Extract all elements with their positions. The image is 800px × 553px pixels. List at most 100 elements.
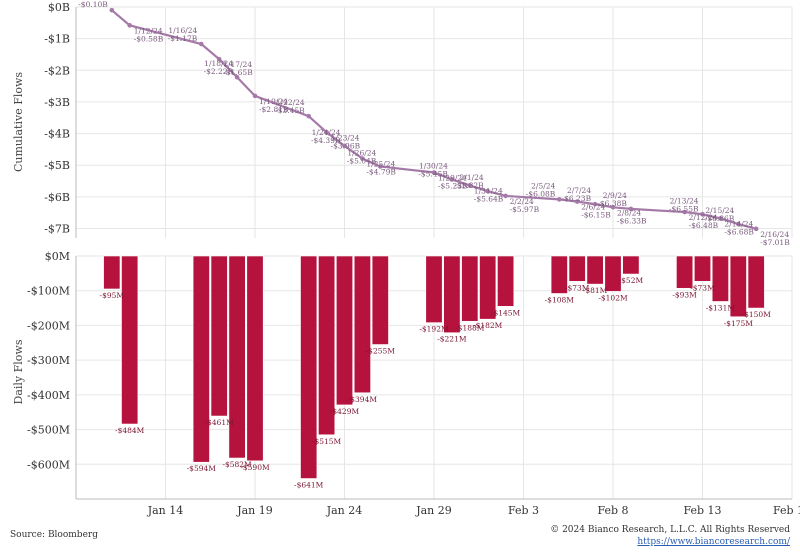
daily-y-tick-label: -$500M [27, 424, 70, 437]
bar [676, 255, 694, 289]
cumulative-point [252, 93, 258, 99]
bar [103, 255, 121, 290]
cumulative-point [324, 130, 329, 135]
bar-value-label: -$221M [437, 335, 467, 344]
cumulative-y-tick-label: -$1B [44, 33, 70, 46]
bar [425, 255, 443, 323]
bar-layer [103, 255, 765, 479]
cumulative-point [449, 177, 455, 182]
point-value-label: -$5.97B [510, 205, 540, 214]
daily-y-tick-label: -$400M [27, 389, 70, 402]
point-value-label: -$5.64B [474, 194, 504, 203]
point-date-label: 1/30/24 [419, 161, 448, 170]
cumulative-point [557, 197, 562, 202]
bar-value-label: -$93M [672, 290, 697, 299]
cumulative-y-tick-label: -$3B [44, 96, 70, 109]
point-value-label: -$6.15B [581, 211, 611, 220]
bar [550, 255, 568, 294]
bar-value-label: -$182M [473, 321, 503, 330]
daily-y-tick-label: -$300M [27, 354, 70, 367]
bar-value-label: -$73M [565, 283, 590, 292]
cumulative-point [503, 193, 508, 199]
cumulative-y-tick-label: -$7B [44, 223, 70, 236]
point-value-label: -$5.82B [454, 181, 484, 190]
cumulative-point [610, 205, 616, 210]
point-date-label: 1/25/24 [366, 160, 395, 169]
bar-value-label: -$188M [455, 323, 485, 332]
cumulative-y-tick-label: -$5B [44, 159, 70, 172]
cumulative-point [127, 23, 132, 28]
cumulative-point [431, 170, 437, 175]
cumulative-point [753, 226, 759, 232]
point-value-label: -$5.23B [438, 181, 468, 190]
bar-value-label: -$255M [366, 347, 396, 356]
point-date-label: 2/1/24 [460, 173, 484, 182]
daily-y-tick-label: -$600M [27, 458, 70, 471]
point-value-label: -$3.45B [275, 106, 305, 115]
point-date-label: 1/16/24 [168, 26, 197, 35]
cumulative-point [109, 7, 115, 13]
point-date-label: 2/7/24 [567, 186, 591, 195]
bar-value-label: -$145M [491, 308, 521, 317]
x-tick-label: Jan 14 [147, 504, 184, 517]
point-value-label: -$6.86B [705, 214, 735, 223]
point-value-label: -$1.17B [168, 34, 198, 43]
bar-value-label: -$131M [706, 303, 736, 312]
bar [192, 255, 210, 463]
bar [353, 255, 371, 394]
bar-value-label: -$52M [619, 276, 644, 285]
x-tick-label: Feb 18 [773, 504, 800, 517]
website-link[interactable]: https://www.biancoresearch.com/ [637, 537, 790, 547]
bar [443, 255, 461, 334]
point-date-label: 2/13/24 [670, 196, 699, 205]
point-value-label: -$4.39B [311, 136, 341, 145]
cumulative-point [378, 164, 383, 169]
cumulative-point [360, 156, 365, 161]
point-value-label: -$6.23B [562, 194, 592, 203]
bar [693, 255, 711, 282]
cumulative-axis-title: Cumulative Flows [12, 72, 25, 172]
cumulative-point [234, 74, 240, 80]
point-date-label: 2/6/24 [581, 203, 605, 212]
point-date-label: 1/29/24 [438, 173, 467, 182]
point-date-label: 1/12/24 [134, 26, 163, 35]
point-date-label: 1/17/24 [223, 60, 252, 69]
cumulative-y-tick-label: $0B [48, 1, 70, 14]
point-date-label: 2/14/24 [724, 219, 753, 228]
bar [335, 255, 353, 406]
point-date-label: 1/26/24 [347, 148, 376, 157]
x-tick-label: Jan 29 [415, 504, 452, 517]
point-value-label: -$6.68B [724, 227, 754, 236]
point-date-label: 1/11/24 [79, 0, 108, 1]
x-tick-label: Jan 19 [236, 504, 273, 517]
bar-value-label: -$429M [330, 407, 360, 416]
point-date-label: 2/15/24 [705, 206, 734, 215]
x-tick-label: Feb 3 [508, 504, 539, 517]
bar-value-label: -$461M [205, 418, 235, 427]
point-date-label: 2/8/24 [617, 208, 641, 217]
bar [622, 255, 640, 275]
bar-value-label: -$590M [240, 463, 270, 472]
cumulative-y-tick-label: -$6B [44, 191, 70, 204]
bar [371, 255, 389, 345]
cumulative-point [736, 221, 741, 227]
bar-value-label: -$641M [294, 481, 324, 490]
point-value-label: -$1.65B [223, 68, 253, 77]
point-value-label: -$5.04B [347, 156, 377, 165]
bar-value-label: -$73M [690, 283, 715, 292]
bar-value-label: -$150M [742, 310, 772, 319]
point-value-label: -$4.79B [366, 168, 396, 177]
cumulative-point [485, 188, 491, 194]
x-tick-label: Jan 24 [326, 504, 363, 517]
bar [711, 255, 729, 302]
bar [729, 255, 747, 318]
daily-y-tick-label: -$100M [27, 285, 70, 298]
cumulative-point [628, 206, 634, 212]
bar-value-label: -$108M [545, 295, 575, 304]
bar [497, 255, 515, 307]
bar-value-label: -$582M [222, 460, 252, 469]
axis-layer: Jan 14 Jan 19 Jan 24 Jan 29 Feb 3 Feb 8 Feb 13… [27, 1, 800, 517]
point-date-label: 2/5/24 [531, 181, 555, 190]
bar [479, 255, 497, 320]
cumulative-point [700, 211, 705, 217]
